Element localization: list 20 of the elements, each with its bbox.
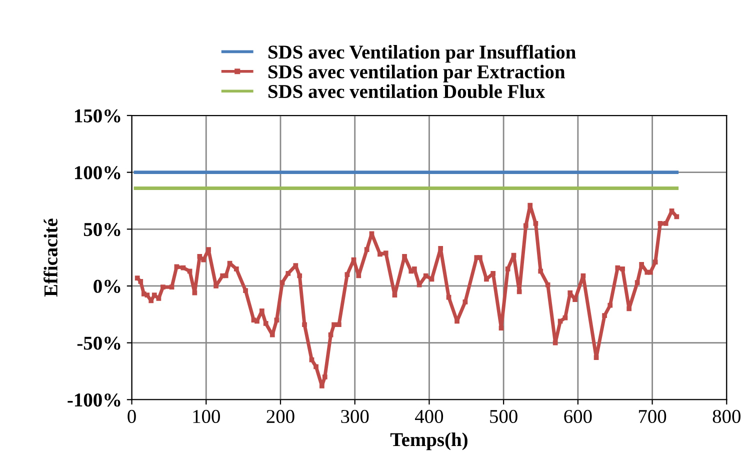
- x-tick-label: 500: [490, 410, 518, 424]
- y-tick-label: 0%: [94, 280, 120, 293]
- x-tick-label: 0: [128, 410, 136, 424]
- x-tick-label: 800: [712, 410, 740, 424]
- x-tick-label: 300: [341, 410, 369, 424]
- y-tick-label: -100%: [68, 393, 120, 407]
- x-tick-label: 100: [193, 410, 220, 424]
- y-axis-title: Efficacité: [44, 218, 58, 297]
- x-tick-label: 700: [638, 410, 666, 424]
- x-axis-title: Temps(h): [390, 432, 468, 450]
- legend-label: SDS avec ventilation par Extraction: [268, 64, 565, 82]
- x-tick-label: 400: [415, 410, 444, 424]
- y-tick-label: 100%: [75, 166, 120, 180]
- x-tick-label: 200: [266, 410, 294, 424]
- x-tick-label: 600: [564, 410, 592, 424]
- y-tick-label: 150%: [75, 109, 120, 122]
- legend-label: SDS avec ventilation Double Flux: [268, 84, 546, 98]
- legend-label: SDS avec Ventilation par Insufflation: [268, 44, 576, 63]
- y-tick-label: -50%: [77, 336, 120, 350]
- y-tick-label: 50%: [84, 222, 120, 236]
